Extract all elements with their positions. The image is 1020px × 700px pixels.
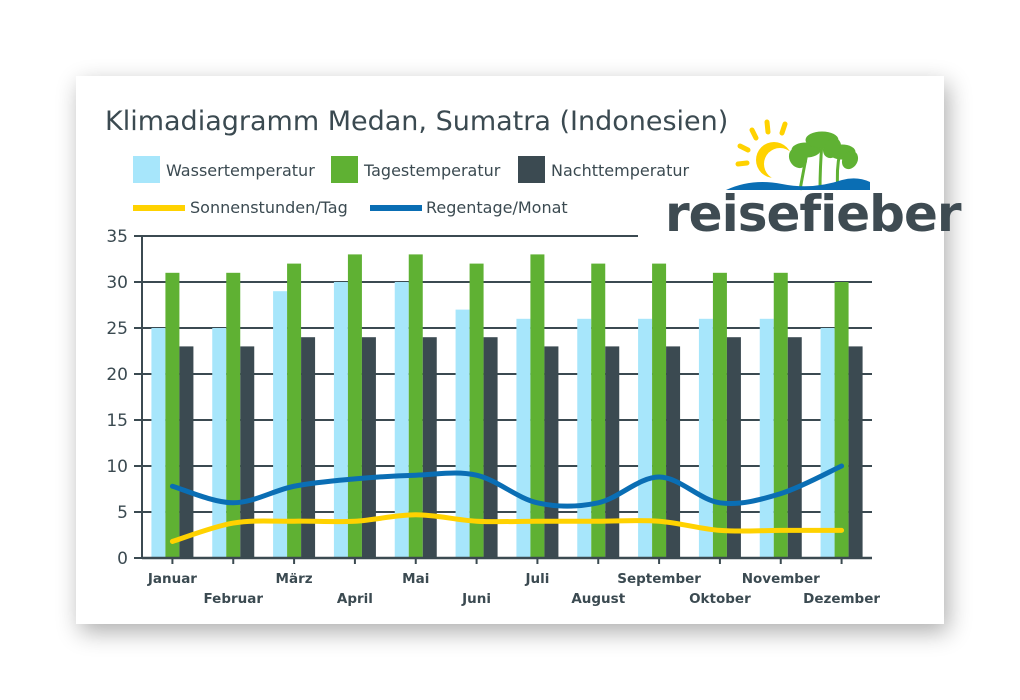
bar-wassertemperatur <box>638 318 653 558</box>
x-tick-label: Mai <box>402 571 429 587</box>
bar-nachttemperatur <box>666 346 681 558</box>
bar-nachttemperatur <box>361 337 376 558</box>
bar-nachttemperatur <box>787 337 802 558</box>
bar-tagestemperatur <box>347 254 362 558</box>
bar-wassertemperatur <box>394 282 409 558</box>
y-tick-label: 30 <box>106 273 128 293</box>
legend-label-regentage: Regentage/Monat <box>426 198 568 217</box>
bar-nachttemperatur <box>422 337 437 558</box>
bar-tagestemperatur <box>287 263 302 558</box>
bar-tagestemperatur <box>591 263 606 558</box>
x-tick-label: November <box>742 571 820 587</box>
bar-nachttemperatur <box>179 346 194 558</box>
logo-graphic <box>726 119 870 191</box>
legend-label-sonnenstunden: Sonnenstunden/Tag <box>190 198 348 217</box>
x-tick-label: April <box>337 591 373 607</box>
bar-tagestemperatur <box>226 272 241 558</box>
chart-title: Klimadiagramm Medan, Sumatra (Indonesien… <box>105 106 729 137</box>
bar-nachttemperatur <box>483 337 498 558</box>
bar-wassertemperatur <box>577 318 592 558</box>
bar-tagestemperatur <box>530 254 545 558</box>
legend-label-nachttemperatur: Nachttemperatur <box>551 161 690 180</box>
x-tick-label: Dezember <box>803 591 880 607</box>
line-sonnenstunden-tag <box>169 512 845 544</box>
legend-swatch-nachttemperatur <box>518 156 545 183</box>
legend-swatch-wassertemperatur <box>133 156 160 183</box>
legend-label-wassertemperatur: Wassertemperatur <box>166 161 315 180</box>
legend-swatch-tagestemperatur <box>331 156 358 183</box>
y-tick-label: 15 <box>106 411 128 431</box>
bar-tagestemperatur <box>165 272 180 558</box>
bar-tagestemperatur <box>773 272 788 558</box>
x-tick-label: März <box>276 571 313 587</box>
x-tick-label: August <box>571 591 625 607</box>
x-tick-label: Juli <box>524 571 549 587</box>
bar-nachttemperatur <box>605 346 620 558</box>
waves-icon <box>726 178 870 190</box>
bar-tagestemperatur <box>712 272 727 558</box>
bar-nachttemperatur <box>848 346 863 558</box>
bar-wassertemperatur <box>455 309 470 558</box>
bar-wassertemperatur <box>820 328 835 558</box>
bar-wassertemperatur <box>273 291 288 558</box>
y-tick-label: 20 <box>106 365 128 385</box>
sun-icon <box>735 119 796 180</box>
x-tick-label: Juni <box>461 591 491 607</box>
x-tick-label: Januar <box>147 571 197 587</box>
bar-nachttemperatur <box>240 346 255 558</box>
bar-nachttemperatur <box>726 337 741 558</box>
logo-wordmark: reisefieber <box>665 185 962 243</box>
bar-wassertemperatur <box>151 328 166 558</box>
legend-line-regentage <box>370 205 422 211</box>
y-tick-label: 5 <box>117 503 128 523</box>
line-regentage-monat <box>169 463 845 509</box>
y-tick-label: 25 <box>106 319 128 339</box>
bar-wassertemperatur <box>333 282 348 558</box>
bar-nachttemperatur <box>301 337 316 558</box>
y-tick-label: 35 <box>106 227 128 247</box>
x-tick-label: Oktober <box>689 591 751 607</box>
bar-tagestemperatur <box>834 282 849 558</box>
bar-tagestemperatur <box>469 263 484 558</box>
x-tick-label: September <box>617 571 701 587</box>
y-tick-label: 0 <box>117 549 128 569</box>
y-tick-label: 10 <box>106 457 128 477</box>
legend-line-sonnenstunden <box>133 205 185 211</box>
legend-label-tagestemperatur: Tagestemperatur <box>364 161 501 180</box>
bar-wassertemperatur <box>698 318 713 558</box>
bar-wassertemperatur <box>759 318 774 558</box>
bar-tagestemperatur <box>408 254 423 558</box>
bar-nachttemperatur <box>544 346 559 558</box>
x-tick-label: Februar <box>203 591 263 607</box>
bar-tagestemperatur <box>652 263 667 558</box>
